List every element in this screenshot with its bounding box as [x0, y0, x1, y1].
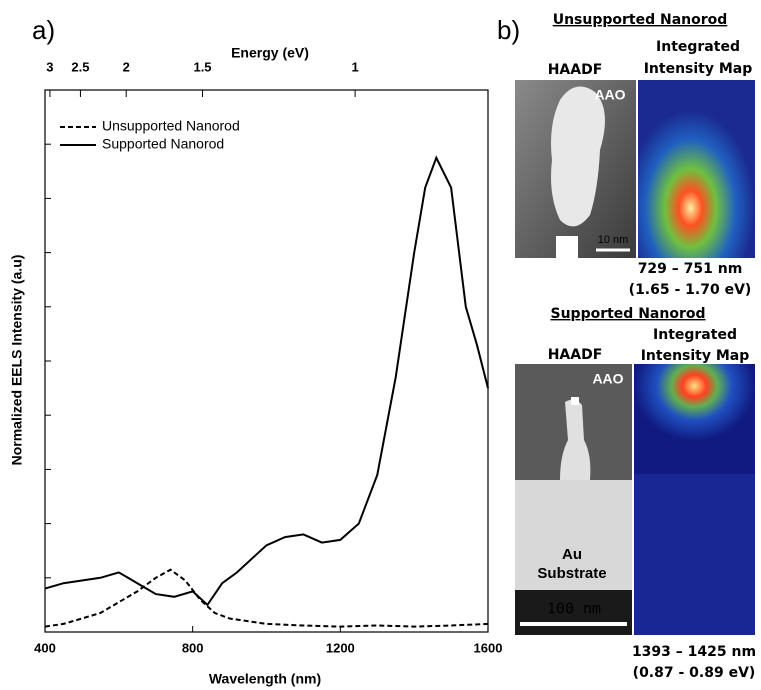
legend-label: Supported Nanorod	[102, 136, 224, 152]
x-tick-label: 1600	[474, 640, 503, 655]
image-label: AAO	[594, 87, 625, 103]
x2-tick-label: 1	[351, 59, 358, 74]
panel-title: Unsupported Nanorod	[553, 12, 728, 28]
marker	[556, 236, 578, 258]
intensity-hotspot	[634, 364, 755, 474]
image-title: Integrated	[653, 327, 737, 343]
x-axis-label: Wavelength (nm)	[209, 671, 321, 687]
range-label: 729 – 751 nm	[638, 261, 743, 277]
image-label: AAO	[592, 371, 623, 387]
intensity-substrate	[634, 474, 755, 635]
x2-tick-label: 3	[46, 59, 53, 74]
nanorod	[560, 399, 591, 480]
substrate	[515, 480, 632, 590]
x2-axis-label: Energy (eV)	[231, 45, 309, 61]
x2-tick-label: 2	[123, 59, 130, 74]
series-line	[44, 155, 489, 607]
range-label: (1.65 - 1.70 eV)	[629, 282, 752, 298]
panel-label: a)	[32, 15, 55, 45]
image-title: Intensity Map	[641, 348, 750, 364]
scale-label: 10 nm	[598, 234, 629, 246]
y-axis-label: Normalized EELS Intensity (a.u)	[9, 255, 25, 466]
image-title: Intensity Map	[644, 61, 753, 77]
range-label: 1393 – 1425 nm	[632, 644, 756, 660]
nanorod	[551, 86, 605, 227]
image-title: Integrated	[656, 39, 740, 55]
panel-label: b)	[497, 15, 520, 45]
x-tick-label: 800	[182, 640, 204, 655]
intensity-map	[638, 80, 755, 258]
image-title: HAADF	[548, 347, 603, 363]
x-tick-label: 400	[34, 640, 56, 655]
image-title: HAADF	[548, 62, 603, 78]
panel-b: b) Unsupported Nanorod HAADF Integrated …	[497, 12, 756, 681]
panel-title: Supported Nanorod	[551, 306, 706, 322]
legend-label: Unsupported Nanorod	[102, 118, 240, 134]
image-label: Substrate	[537, 565, 606, 582]
x2-tick-label: 2.5	[71, 59, 89, 74]
substrate-base	[515, 590, 632, 635]
marker	[571, 397, 579, 405]
plot-frame	[44, 89, 489, 633]
scale-label: 100 nm	[547, 600, 601, 618]
series-line	[44, 568, 489, 628]
image-label: Au	[562, 546, 582, 563]
plot-area	[44, 89, 489, 633]
range-label: (0.87 - 0.89 eV)	[633, 665, 756, 681]
x-tick-label: 1200	[326, 640, 355, 655]
x2-tick-label: 1.5	[193, 59, 211, 74]
